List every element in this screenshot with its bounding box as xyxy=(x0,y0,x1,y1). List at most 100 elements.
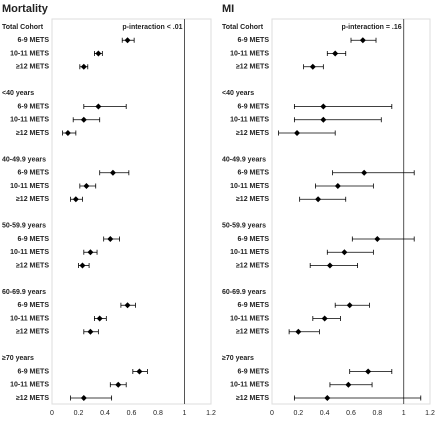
row-label: ≥12 METS xyxy=(16,262,49,269)
point-estimate xyxy=(80,395,87,401)
x-tick-label: 0.2 xyxy=(74,410,84,417)
point-estimate xyxy=(332,50,339,57)
annotation: p-interaction < .01 xyxy=(122,24,182,31)
group-label: Total Cohort xyxy=(222,24,264,31)
row-label: 10-11 METS xyxy=(10,117,49,124)
row-label: 6-9 METS xyxy=(17,170,49,177)
group-label: ≥70 years xyxy=(222,355,254,362)
row-label: ≥12 METS xyxy=(236,196,269,203)
row-label: ≥12 METS xyxy=(16,395,49,402)
point-estimate xyxy=(80,63,87,70)
row-label: 6-9 METS xyxy=(237,368,269,375)
point-estimate xyxy=(136,368,143,375)
row-label: 6-9 METS xyxy=(17,236,49,243)
row-label: 6-9 METS xyxy=(17,302,49,309)
row-label: 10-11 METS xyxy=(10,249,49,256)
x-tick-label: 0.4 xyxy=(320,410,330,417)
point-estimate xyxy=(309,63,316,70)
x-tick-label: 1 xyxy=(183,410,187,417)
group-label: 60-69.9 years xyxy=(222,289,266,296)
point-estimate xyxy=(124,302,131,309)
row-label: 6-9 METS xyxy=(237,37,269,44)
row-label: 6-9 METS xyxy=(237,170,269,177)
row-label: 10-11 METS xyxy=(230,249,269,256)
point-estimate xyxy=(345,381,352,388)
point-estimate xyxy=(346,302,353,309)
point-estimate xyxy=(109,169,116,176)
point-estimate xyxy=(87,328,94,335)
point-estimate xyxy=(295,328,302,335)
point-estimate xyxy=(321,315,328,322)
group-label: 50-59.9 years xyxy=(2,223,46,230)
row-label: ≥12 METS xyxy=(236,262,269,269)
panel-title: MI xyxy=(222,3,234,15)
point-estimate xyxy=(124,37,131,44)
point-estimate xyxy=(107,236,114,242)
plot-frame xyxy=(51,18,212,405)
x-tick-label: 1.2 xyxy=(206,410,216,417)
x-tick-label: 0.4 xyxy=(100,410,110,417)
point-estimate xyxy=(95,50,102,57)
plot-frame xyxy=(271,18,431,405)
group-label: 40-49.9 years xyxy=(222,156,266,163)
row-label: 6-9 METS xyxy=(237,103,269,110)
x-tick-label: 0.8 xyxy=(372,410,382,417)
x-tick-label: 0.8 xyxy=(153,410,163,417)
row-label: 6-9 METS xyxy=(17,103,49,110)
row-label: 10-11 METS xyxy=(10,50,49,57)
point-estimate xyxy=(72,196,79,203)
row-label: 10-11 METS xyxy=(230,117,269,124)
point-estimate xyxy=(115,381,122,388)
row-label: 6-9 METS xyxy=(17,37,49,44)
point-estimate xyxy=(359,37,366,44)
point-estimate xyxy=(96,315,103,322)
point-estimate xyxy=(64,130,71,136)
group-label: 50-59.9 years xyxy=(222,223,266,230)
row-label: ≥12 METS xyxy=(236,329,269,336)
point-estimate xyxy=(87,249,94,256)
point-estimate xyxy=(80,116,87,123)
row-label: ≥12 METS xyxy=(16,64,49,71)
point-estimate xyxy=(365,368,372,375)
point-estimate xyxy=(334,183,341,189)
group-label: 40-49.9 years xyxy=(2,156,46,163)
group-label: <40 years xyxy=(222,90,254,97)
point-estimate xyxy=(374,236,381,242)
group-label: ≥70 years xyxy=(2,355,34,362)
row-label: 6-9 METS xyxy=(17,368,49,375)
annotation: p-interaction = .16 xyxy=(342,24,402,31)
x-tick-label: 0.2 xyxy=(293,410,303,417)
point-estimate xyxy=(95,103,102,110)
row-label: 10-11 METS xyxy=(10,315,49,322)
group-label: Total Cohort xyxy=(2,24,44,31)
row-label: ≥12 METS xyxy=(236,130,269,137)
x-tick-label: 1 xyxy=(402,410,406,417)
group-label: 60-69.9 years xyxy=(2,289,46,296)
group-label: <40 years xyxy=(2,90,34,97)
panel-title: Mortality xyxy=(2,3,49,15)
point-estimate xyxy=(361,169,368,176)
x-tick-label: 0 xyxy=(50,410,54,417)
point-estimate xyxy=(324,395,331,401)
x-tick-label: 0.6 xyxy=(346,410,356,417)
row-label: 10-11 METS xyxy=(230,315,269,322)
point-estimate xyxy=(83,183,90,189)
point-estimate xyxy=(315,196,322,203)
row-label: 10-11 METS xyxy=(230,183,269,190)
x-tick-label: 0 xyxy=(270,410,274,417)
x-tick-label: 1.2 xyxy=(425,410,435,417)
row-label: ≥12 METS xyxy=(16,329,49,336)
row-label: 10-11 METS xyxy=(10,382,49,389)
row-label: ≥12 METS xyxy=(16,130,49,137)
row-label: 10-11 METS xyxy=(230,50,269,57)
row-label: ≥12 METS xyxy=(16,196,49,203)
point-estimate xyxy=(320,116,327,123)
row-label: ≥12 METS xyxy=(236,395,269,402)
row-label: 10-11 METS xyxy=(10,183,49,190)
point-estimate xyxy=(294,130,301,136)
x-tick-label: 0.6 xyxy=(127,410,137,417)
point-estimate xyxy=(320,103,327,110)
point-estimate xyxy=(341,249,348,256)
point-estimate xyxy=(79,262,86,269)
